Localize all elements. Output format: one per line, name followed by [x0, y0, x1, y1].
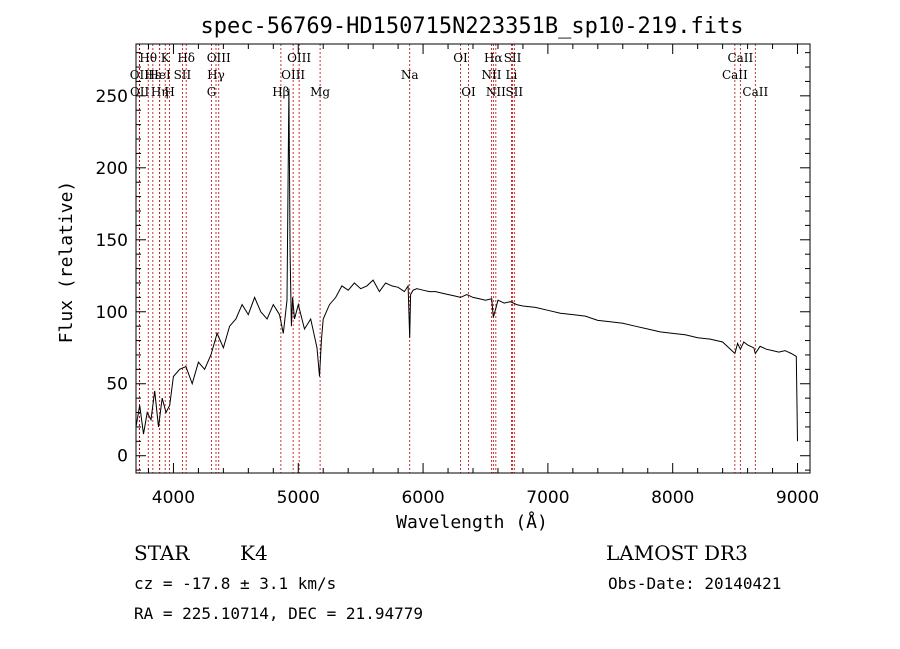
line-marker-label: K: [161, 51, 171, 65]
obs-date-label: Obs-Date: 20140421: [608, 574, 781, 593]
y-axis-tick-labels: 0 50 100 150 200 250: [96, 87, 128, 467]
survey-label: LAMOST DR3: [606, 541, 748, 565]
coordinates-label: RA = 225.10714, DEC = 21.94779: [134, 604, 423, 623]
line-marker-label: CaII: [727, 51, 753, 65]
y-tick-label: 200: [96, 159, 128, 179]
x-tick-label: 6000: [401, 488, 444, 508]
line-marker-label: SII: [504, 51, 522, 65]
x-tick-label: 4000: [152, 488, 195, 508]
line-marker-label: Hε: [145, 68, 162, 82]
y-tick-label: 0: [117, 447, 128, 467]
line-marker-label: Li: [506, 68, 518, 82]
line-marker-label: SII: [505, 85, 523, 99]
line-marker-label: CaII: [742, 85, 768, 99]
line-marker-label: CaII: [722, 68, 748, 82]
line-marker-label: Hθ: [139, 51, 157, 65]
line-marker-label: NII: [481, 68, 501, 82]
line-marker-label: OI: [453, 51, 468, 65]
y-tick-label: 250: [96, 87, 128, 107]
line-marker-label: Mg: [310, 85, 330, 99]
y-tick-label: 100: [96, 303, 128, 323]
line-marker-label: Hη: [151, 85, 169, 99]
line-marker-label: G: [207, 85, 217, 99]
line-marker-label: HeI: [148, 68, 171, 82]
y-tick-label: 50: [106, 375, 128, 395]
line-marker-label: NII: [486, 85, 506, 99]
spectrum-series: [135, 88, 798, 442]
subclass-label: K4: [240, 541, 268, 565]
line-marker-label: OI: [461, 85, 476, 99]
line-marker-label: H: [164, 85, 174, 99]
x-tick-label: 9000: [776, 488, 819, 508]
spectrum-line: [135, 88, 798, 442]
line-marker-label: Na: [401, 68, 419, 82]
x-axis-tick-labels: 4000 5000 6000 7000 8000 9000: [152, 488, 819, 508]
class-label: STAR: [134, 541, 190, 565]
y-axis-label: Flux (relative): [56, 181, 77, 344]
line-marker-label: Hγ: [207, 68, 225, 82]
plot-frame: [135, 43, 811, 474]
x-tick-label: 7000: [526, 488, 569, 508]
y-tick-label: 150: [96, 231, 128, 251]
redshift-label: cz = -17.8 ± 3.1 km/s: [134, 574, 336, 593]
line-marker-group: [138, 44, 756, 473]
x-tick-label: 5000: [277, 488, 320, 508]
chart-title: spec-56769-HD150715N223351B_sp10-219.fit…: [200, 14, 743, 39]
line-marker-label: OIII: [207, 51, 231, 65]
x-axis-ticks: [147, 44, 799, 473]
x-axis-label: Wavelength (Å): [396, 511, 548, 533]
line-marker-label: Hα: [484, 51, 503, 65]
line-marker-label: OIII: [281, 68, 305, 82]
line-marker-label: OIII: [287, 51, 311, 65]
line-marker-label: Hβ: [272, 85, 289, 99]
line-marker-label: Hδ: [177, 51, 195, 65]
y-axis-ticks: [136, 52, 810, 471]
line-marker-label: OII: [130, 85, 150, 99]
line-marker-label: SII: [174, 68, 192, 82]
line-marker-label: OII: [130, 68, 150, 82]
x-tick-label: 8000: [651, 488, 694, 508]
